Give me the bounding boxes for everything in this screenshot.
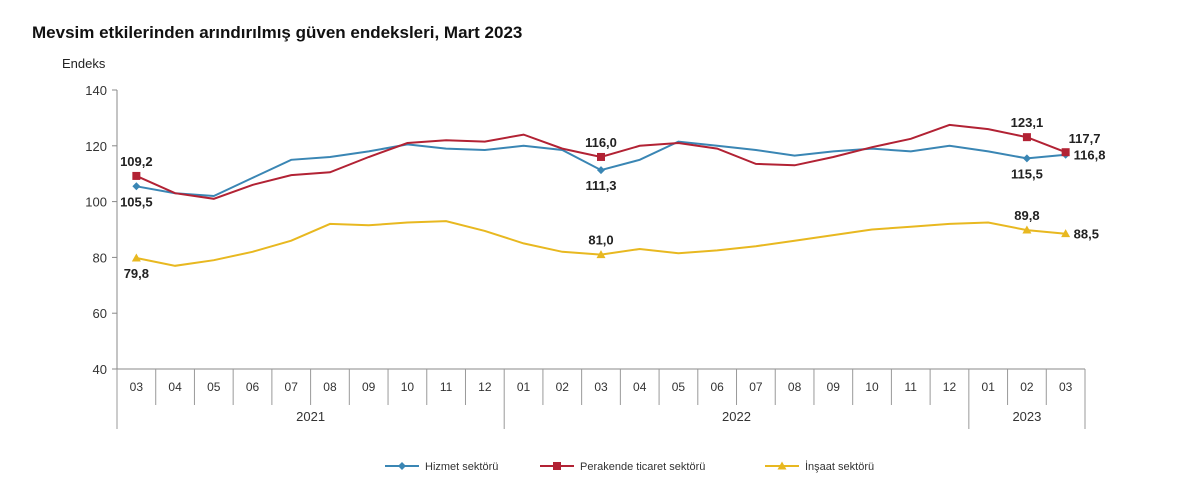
legend-item: Perakende ticaret sektörü bbox=[540, 461, 705, 473]
series-layer bbox=[131, 123, 1071, 267]
legend-label: İnşaat sektörü bbox=[805, 460, 874, 473]
x-tick-label: 04 bbox=[633, 380, 647, 394]
axes: 40 60 80 100 120 140 03 04 05 06 07 08 09 10 11 12 01 02 0… bbox=[85, 83, 1086, 429]
data-labels: 109,2 105,5 79,8 116,0 111,3 81,0 123,1 115,5 89… bbox=[120, 115, 1105, 281]
data-label: 116,0 bbox=[585, 135, 617, 150]
data-point-marker bbox=[596, 250, 606, 259]
x-tick-label: 03 bbox=[594, 380, 608, 394]
data-label: 89,8 bbox=[1014, 208, 1039, 223]
x-tick-label: 03 bbox=[1059, 380, 1073, 394]
x-tick-label: 10 bbox=[865, 380, 879, 394]
x-tick-label: 11 bbox=[440, 380, 453, 394]
x-tick-label: 02 bbox=[1020, 380, 1034, 394]
x-tick-label: 09 bbox=[827, 380, 841, 394]
x-tick-label: 04 bbox=[168, 380, 182, 394]
data-point-marker bbox=[553, 462, 561, 470]
y-tick-label: 40 bbox=[93, 362, 107, 377]
y-axis-label: Endeks bbox=[62, 56, 106, 71]
x-tick-label: 01 bbox=[982, 380, 996, 394]
chart-title: Mevsim etkilerinden arındırılmış güven e… bbox=[32, 23, 522, 42]
data-label: 111,3 bbox=[585, 178, 616, 193]
data-point-marker bbox=[398, 462, 406, 470]
x-tick-label: 07 bbox=[749, 380, 763, 394]
data-point-marker bbox=[1061, 229, 1071, 238]
data-label: 88,5 bbox=[1074, 227, 1099, 242]
data-label: 117,7 bbox=[1069, 131, 1101, 146]
legend-label: Perakende ticaret sektörü bbox=[580, 461, 705, 473]
x-tick-label: 12 bbox=[943, 380, 957, 394]
data-label: 116,8 bbox=[1074, 148, 1106, 163]
data-point-marker bbox=[131, 253, 141, 262]
data-point-marker bbox=[1022, 133, 1031, 142]
x-tick-label: 05 bbox=[207, 380, 221, 394]
y-tick-label: 100 bbox=[85, 195, 107, 210]
x-tick-label: 12 bbox=[478, 380, 492, 394]
legend: Hizmet sektörü Perakende ticaret sektörü İ… bbox=[385, 460, 874, 473]
x-tick-label: 10 bbox=[401, 380, 415, 394]
data-point-marker bbox=[1022, 225, 1032, 234]
x-tick-label: 01 bbox=[517, 380, 531, 394]
legend-item: Hizmet sektörü bbox=[385, 461, 498, 473]
y-tick-label: 60 bbox=[93, 306, 107, 321]
data-label: 79,8 bbox=[124, 266, 149, 281]
x-tick-label: 08 bbox=[788, 380, 802, 394]
x-tick-label: 08 bbox=[323, 380, 337, 394]
data-point-marker bbox=[597, 152, 605, 161]
series-insaat bbox=[131, 220, 1071, 267]
data-point-marker bbox=[132, 182, 141, 191]
data-point-marker bbox=[597, 166, 605, 175]
legend-label: Hizmet sektörü bbox=[425, 461, 498, 473]
x-tick-label: 03 bbox=[130, 380, 144, 394]
data-label: 109,2 bbox=[120, 154, 153, 169]
data-label: 105,5 bbox=[120, 194, 153, 209]
x-tick-label: 06 bbox=[710, 380, 724, 394]
data-point-marker bbox=[1061, 148, 1070, 157]
x-tick-label: 07 bbox=[285, 380, 299, 394]
y-tick-label: 140 bbox=[85, 83, 107, 98]
data-point-marker bbox=[777, 461, 787, 470]
data-label: 115,5 bbox=[1011, 166, 1043, 181]
year-label: 2023 bbox=[1012, 409, 1041, 424]
x-tick-label: 05 bbox=[672, 380, 686, 394]
year-label: 2021 bbox=[296, 409, 325, 424]
x-tick-label: 11 bbox=[905, 380, 918, 394]
data-point-marker bbox=[1022, 154, 1031, 163]
data-label: 123,1 bbox=[1011, 115, 1044, 130]
series-perakende bbox=[132, 123, 1070, 200]
x-tick-label: 09 bbox=[362, 380, 376, 394]
year-label: 2022 bbox=[722, 409, 751, 424]
y-tick-label: 120 bbox=[85, 139, 107, 154]
data-point-marker bbox=[132, 171, 141, 180]
x-tick-label: 02 bbox=[556, 380, 570, 394]
y-tick-label: 80 bbox=[93, 250, 107, 265]
legend-item: İnşaat sektörü bbox=[765, 460, 874, 473]
data-label: 81,0 bbox=[588, 233, 613, 248]
x-tick-label: 06 bbox=[246, 380, 260, 394]
